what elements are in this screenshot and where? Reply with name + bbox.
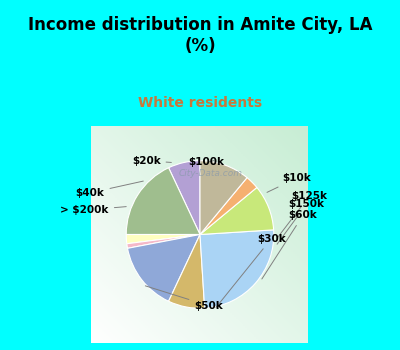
Text: $50k: $50k [145, 286, 223, 311]
Wedge shape [168, 161, 200, 234]
Wedge shape [168, 234, 205, 308]
Text: $125k: $125k [278, 191, 327, 237]
Text: $150k: $150k [277, 199, 324, 244]
Text: White residents: White residents [138, 96, 262, 110]
Wedge shape [126, 234, 200, 244]
Text: $100k: $100k [188, 158, 224, 167]
Text: > $200k: > $200k [60, 205, 126, 215]
Text: City-Data.com: City-Data.com [179, 169, 243, 178]
Text: $10k: $10k [267, 173, 311, 193]
Wedge shape [200, 161, 247, 234]
Text: $40k: $40k [76, 181, 143, 198]
Wedge shape [126, 168, 200, 235]
Text: Income distribution in Amite City, LA
(%): Income distribution in Amite City, LA (%… [28, 16, 372, 55]
Wedge shape [200, 178, 257, 235]
Text: $30k: $30k [216, 234, 286, 307]
Text: $20k: $20k [132, 156, 171, 166]
Text: $60k: $60k [262, 210, 317, 279]
Wedge shape [200, 188, 274, 235]
Wedge shape [200, 230, 274, 308]
Wedge shape [127, 234, 200, 248]
Wedge shape [128, 234, 200, 301]
